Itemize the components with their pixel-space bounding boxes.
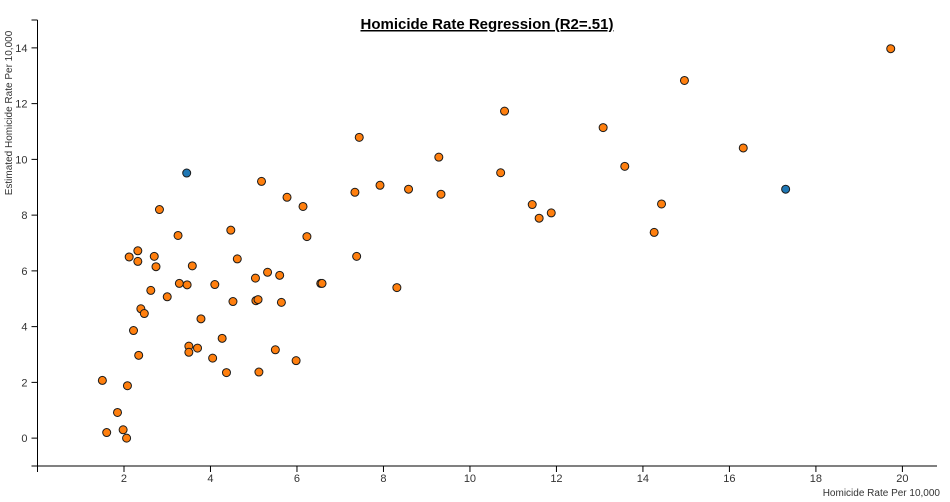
data-point bbox=[182, 280, 192, 290]
data-point bbox=[221, 368, 231, 378]
data-point bbox=[232, 254, 242, 264]
data-point bbox=[187, 261, 197, 271]
data-point bbox=[118, 425, 128, 435]
y-tick-label: 10 bbox=[15, 154, 27, 166]
data-point bbox=[354, 132, 364, 142]
data-point bbox=[263, 267, 273, 277]
data-point bbox=[196, 314, 206, 324]
data-point-highlight bbox=[182, 168, 192, 178]
x-axis-ticks: 2 4 6 8 10 12 14 16 18 20 bbox=[37, 466, 909, 485]
y-tick-label: 2 bbox=[21, 377, 27, 389]
data-point bbox=[134, 350, 144, 360]
data-point bbox=[226, 225, 236, 235]
y-tick-label: 6 bbox=[21, 266, 27, 278]
x-tick-label: 20 bbox=[896, 473, 908, 485]
y-axis-ticks: 0 2 4 6 8 10 12 14 bbox=[15, 19, 38, 467]
data-point bbox=[276, 297, 286, 307]
y-tick-label: 12 bbox=[15, 99, 27, 111]
data-point bbox=[375, 180, 385, 190]
data-point bbox=[291, 356, 301, 366]
data-point bbox=[496, 168, 506, 178]
x-tick-label: 16 bbox=[723, 473, 735, 485]
data-point bbox=[184, 347, 194, 357]
data-point bbox=[392, 283, 402, 293]
data-point bbox=[154, 205, 164, 215]
data-point bbox=[434, 152, 444, 162]
data-point bbox=[210, 280, 220, 290]
x-tick-label: 12 bbox=[550, 473, 562, 485]
data-point bbox=[679, 75, 689, 85]
data-point bbox=[174, 278, 184, 288]
data-point bbox=[738, 143, 748, 153]
data-point bbox=[217, 333, 227, 343]
data-point bbox=[149, 251, 159, 261]
data-point bbox=[133, 256, 143, 266]
data-point bbox=[270, 345, 280, 355]
data-point bbox=[173, 230, 183, 240]
x-tick-label: 10 bbox=[464, 473, 476, 485]
data-point bbox=[649, 227, 659, 237]
data-point bbox=[253, 295, 263, 305]
data-point bbox=[151, 262, 161, 272]
y-tick-label: 0 bbox=[21, 433, 27, 445]
data-point bbox=[404, 184, 414, 194]
data-point bbox=[129, 326, 139, 336]
x-tick-label: 2 bbox=[121, 473, 127, 485]
data-point bbox=[302, 232, 312, 242]
chart-title: Homicide Rate Regression (R2=.51) bbox=[360, 16, 613, 33]
data-point bbox=[257, 176, 267, 186]
data-point bbox=[350, 187, 360, 197]
data-point bbox=[598, 123, 608, 133]
data-point bbox=[546, 208, 556, 218]
data-point bbox=[122, 381, 132, 391]
data-point bbox=[298, 201, 308, 211]
data-point bbox=[436, 189, 446, 199]
data-point bbox=[250, 273, 260, 283]
data-point bbox=[133, 246, 143, 256]
data-point bbox=[113, 407, 123, 417]
data-point bbox=[500, 106, 510, 116]
y-tick-label: 14 bbox=[15, 43, 27, 55]
data-point bbox=[254, 367, 264, 377]
data-point bbox=[620, 161, 630, 171]
data-points bbox=[97, 44, 896, 443]
data-point bbox=[162, 292, 172, 302]
data-point bbox=[657, 199, 667, 209]
x-tick-label: 18 bbox=[810, 473, 822, 485]
y-tick-label: 4 bbox=[21, 322, 27, 334]
data-point bbox=[282, 192, 292, 202]
data-point-highlight bbox=[781, 184, 791, 194]
data-point bbox=[527, 200, 537, 210]
data-point bbox=[534, 213, 544, 223]
data-point bbox=[122, 433, 132, 443]
x-tick-label: 8 bbox=[380, 473, 386, 485]
x-tick-label: 14 bbox=[637, 473, 649, 485]
y-axis-title: Estimated Homicide Rate Per 10,000 bbox=[4, 30, 15, 195]
data-point bbox=[208, 353, 218, 363]
data-point bbox=[275, 270, 285, 280]
x-tick-label: 4 bbox=[207, 473, 213, 485]
axes bbox=[37, 20, 937, 467]
data-point bbox=[102, 428, 112, 438]
data-point bbox=[146, 285, 156, 295]
data-point bbox=[124, 252, 134, 262]
data-point bbox=[139, 309, 149, 319]
data-point bbox=[886, 44, 896, 54]
data-point bbox=[97, 375, 107, 385]
x-tick-label: 6 bbox=[294, 473, 300, 485]
x-axis-title: Homicide Rate Per 10,000 bbox=[823, 488, 941, 499]
data-point bbox=[228, 297, 238, 307]
data-point bbox=[352, 251, 362, 261]
data-point bbox=[193, 343, 203, 353]
y-tick-label: 8 bbox=[21, 210, 27, 222]
data-point bbox=[317, 278, 327, 288]
